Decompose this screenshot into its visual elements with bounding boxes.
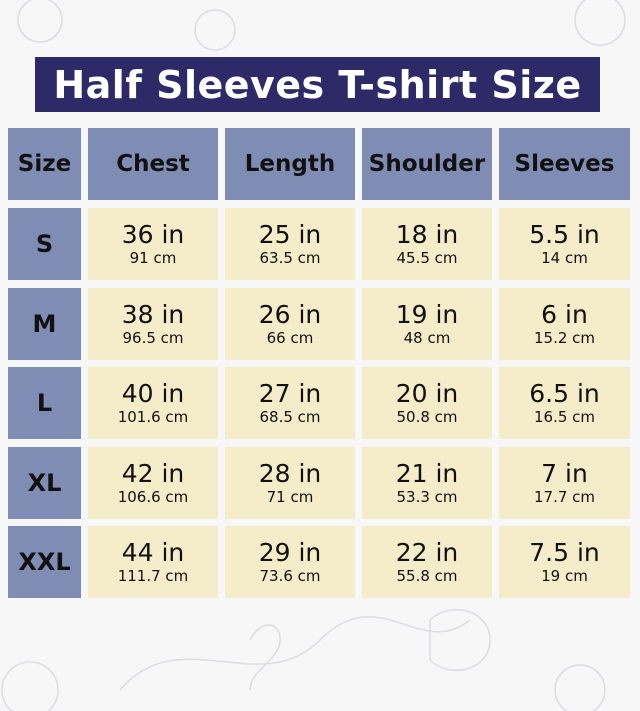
cm-value: 106.6 cm	[117, 488, 189, 506]
column-header-size: Size	[8, 128, 81, 200]
measurement-cell: 19 in 48 cm	[362, 288, 492, 360]
measurement-cell: 44 in 111.7 cm	[88, 526, 218, 598]
measurement-cell: 18 in 45.5 cm	[362, 208, 492, 280]
measurement-cell: 6.5 in 16.5 cm	[499, 367, 630, 439]
measurement-cell: 6 in 15.2 cm	[499, 288, 630, 360]
measurement-cell: 38 in 96.5 cm	[88, 288, 218, 360]
measurement-cell: 42 in 106.6 cm	[88, 447, 218, 519]
inch-value: 19 in	[395, 300, 459, 329]
inch-value: 26 in	[258, 300, 322, 329]
size-label: M	[8, 288, 81, 360]
size-label: XXL	[8, 526, 81, 598]
inch-value: 7 in	[541, 459, 588, 488]
measurement-cell: 28 in 71 cm	[225, 447, 355, 519]
inch-value: 18 in	[395, 220, 459, 249]
cm-value: 73.6 cm	[259, 567, 321, 585]
inch-value: 36 in	[121, 220, 185, 249]
measurement-cell: 7 in 17.7 cm	[499, 447, 630, 519]
inch-value: 5.5 in	[529, 220, 600, 249]
cm-value: 45.5 cm	[396, 249, 458, 267]
cm-value: 91 cm	[129, 249, 177, 267]
inch-value: 44 in	[121, 538, 185, 567]
size-label: L	[8, 367, 81, 439]
measurement-cell: 36 in 91 cm	[88, 208, 218, 280]
column-header-chest: Chest	[88, 128, 218, 200]
cm-value: 17.7 cm	[533, 488, 596, 506]
cm-value: 50.8 cm	[396, 408, 458, 426]
inch-value: 6 in	[541, 300, 588, 329]
measurement-cell: 22 in 55.8 cm	[362, 526, 492, 598]
cm-value: 66 cm	[266, 329, 314, 347]
size-label: XL	[8, 447, 81, 519]
cm-value: 68.5 cm	[259, 408, 321, 426]
cm-value: 96.5 cm	[122, 329, 184, 347]
column-header-shoulder: Shoulder	[362, 128, 492, 200]
cm-value: 63.5 cm	[259, 249, 321, 267]
inch-value: 7.5 in	[529, 538, 600, 567]
cm-value: 55.8 cm	[396, 567, 458, 585]
inch-value: 27 in	[258, 379, 322, 408]
page-title: Half Sleeves T-shirt Size	[35, 57, 600, 112]
measurement-cell: 26 in 66 cm	[225, 288, 355, 360]
measurement-cell: 29 in 73.6 cm	[225, 526, 355, 598]
cm-value: 53.3 cm	[396, 488, 458, 506]
cm-value: 16.5 cm	[533, 408, 596, 426]
inch-value: 28 in	[258, 459, 322, 488]
inch-value: 6.5 in	[529, 379, 600, 408]
inch-value: 42 in	[121, 459, 185, 488]
cm-value: 48 cm	[403, 329, 451, 347]
cm-value: 19 cm	[541, 567, 588, 585]
cm-value: 14 cm	[541, 249, 588, 267]
inch-value: 40 in	[121, 379, 185, 408]
measurement-cell: 27 in 68.5 cm	[225, 367, 355, 439]
inch-value: 20 in	[395, 379, 459, 408]
inch-value: 25 in	[258, 220, 322, 249]
column-header-sleeves: Sleeves	[499, 128, 630, 200]
measurement-cell: 40 in 101.6 cm	[88, 367, 218, 439]
measurement-cell: 25 in 63.5 cm	[225, 208, 355, 280]
cm-value: 71 cm	[266, 488, 314, 506]
inch-value: 21 in	[395, 459, 459, 488]
measurement-cell: 20 in 50.8 cm	[362, 367, 492, 439]
cm-value: 111.7 cm	[117, 567, 189, 585]
measurement-cell: 7.5 in 19 cm	[499, 526, 630, 598]
column-header-length: Length	[225, 128, 355, 200]
cm-value: 15.2 cm	[533, 329, 596, 347]
cm-value: 101.6 cm	[117, 408, 189, 426]
inch-value: 22 in	[395, 538, 459, 567]
measurement-cell: 5.5 in 14 cm	[499, 208, 630, 280]
inch-value: 38 in	[121, 300, 185, 329]
inch-value: 29 in	[258, 538, 322, 567]
measurement-cell: 21 in 53.3 cm	[362, 447, 492, 519]
size-label: S	[8, 208, 81, 280]
